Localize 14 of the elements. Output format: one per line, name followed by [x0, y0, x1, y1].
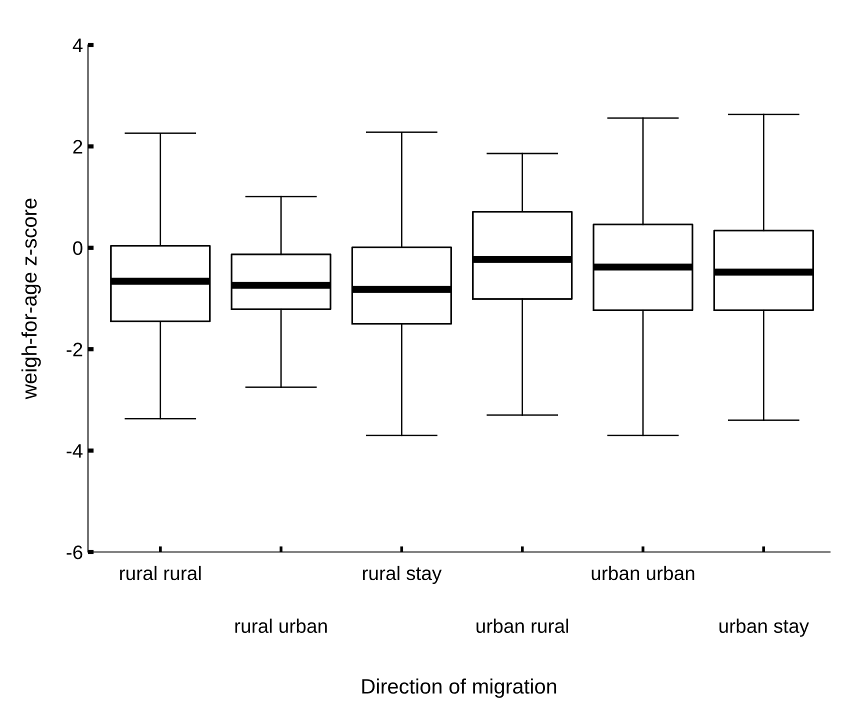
x-tick-label: rural stay [363, 566, 442, 584]
x-tick-label: rural rural [120, 566, 201, 580]
y-tick-label: 4 [72, 38, 83, 52]
x-tick-label: urban urban [592, 566, 694, 580]
y-tick-label: 2 [73, 140, 82, 154]
x-tick-label: urban rural [476, 618, 568, 633]
x-tick-label: urban stay [720, 618, 810, 637]
y-tick-label: 0 [73, 241, 82, 256]
y-tick-label: -6 [66, 545, 82, 560]
y-tick-label: -4 [66, 444, 83, 458]
y-tick-label: -2 [66, 342, 82, 356]
y-axis-title: weigh-for-age z-score [21, 198, 41, 400]
x-axis-title: Direction of migration [362, 678, 556, 698]
x-tick-label: rural urban [235, 618, 327, 633]
